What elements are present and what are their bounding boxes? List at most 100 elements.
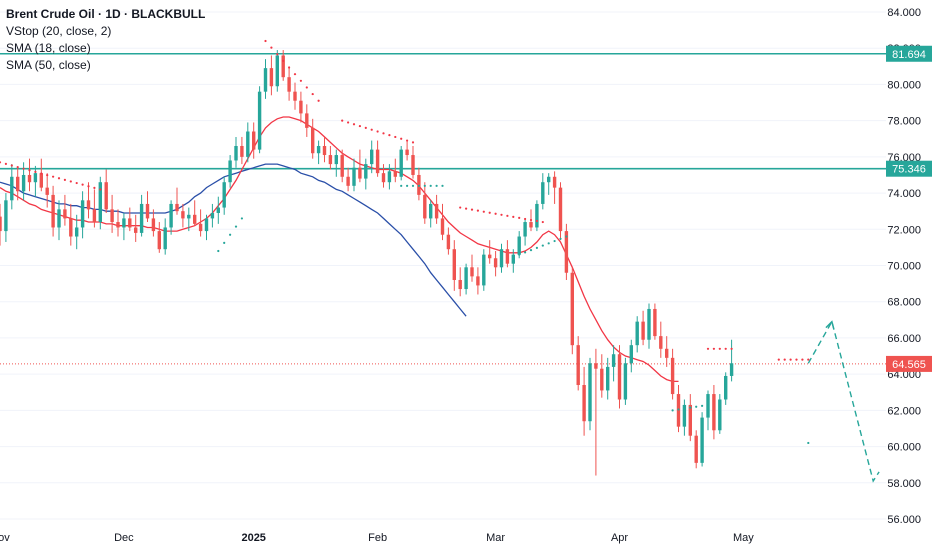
candle-body — [600, 368, 604, 391]
vstop-dot — [553, 239, 556, 243]
x-tick-label: May — [733, 532, 754, 544]
vstop-dot — [677, 408, 680, 411]
candle-body — [547, 176, 551, 183]
candle-body — [299, 100, 303, 114]
candle-body — [134, 227, 138, 233]
vstop-dot — [730, 347, 733, 350]
symbol-title[interactable]: Brent Crude Oil · 1D · BLACKBULL — [6, 7, 206, 21]
candle-body — [665, 348, 669, 358]
candle-body — [729, 363, 734, 376]
vstop-dot — [801, 358, 804, 361]
candle-body — [21, 174, 26, 192]
candle-body — [688, 404, 692, 436]
indicator-sma50[interactable]: SMA (50, close) — [6, 58, 91, 72]
candle-body — [252, 131, 256, 150]
y-tick-label: 78.000 — [887, 116, 921, 128]
candle-body — [393, 171, 397, 177]
x-tick-label: Feb — [368, 532, 387, 544]
vstop-dot — [46, 173, 49, 177]
level-label-bg — [886, 45, 932, 62]
candle-body — [423, 194, 427, 219]
vstop-dot — [518, 253, 521, 256]
candle-body — [358, 167, 362, 179]
candle-body — [80, 200, 85, 228]
candle-body — [352, 167, 356, 186]
vstop-dot — [293, 73, 297, 76]
candle-body — [116, 222, 120, 228]
vstop-dot — [524, 217, 527, 221]
candle-body — [187, 214, 191, 219]
y-tick-label: 60.000 — [887, 442, 921, 454]
time-axis[interactable]: Nov Dec 2025 Feb Mar Apr May — [0, 532, 754, 544]
candle-body — [157, 231, 161, 250]
candle-body — [328, 155, 333, 165]
vstop-dot — [411, 184, 415, 187]
price-gridlines — [0, 11, 886, 520]
candle-body — [33, 173, 38, 183]
candle-body — [375, 149, 380, 174]
candle-body — [139, 203, 144, 233]
y-tick-label: 74.000 — [887, 188, 921, 200]
vstop-dot — [347, 121, 350, 124]
vstop-dot — [305, 86, 308, 89]
y-tick-label: 62.000 — [887, 405, 921, 417]
vstop-dots — [0, 39, 810, 445]
candle-body — [257, 91, 262, 150]
vstop-dot — [370, 128, 373, 131]
vstop-dot — [441, 184, 444, 187]
candle-body — [104, 182, 108, 210]
vstop-dot — [712, 347, 716, 350]
candle-body — [635, 321, 639, 346]
vstop-dot — [388, 134, 391, 137]
vstop-dot — [724, 347, 727, 350]
forecast-arrow-up — [825, 320, 835, 330]
vstop-dot — [63, 178, 66, 181]
level-label: 81.694 — [892, 49, 926, 61]
x-tick-label: Mar — [486, 532, 505, 544]
vstop-dot — [406, 139, 409, 142]
horizontal-levels[interactable] — [0, 52, 886, 365]
candle-body — [305, 113, 309, 128]
vstop-dot — [529, 218, 533, 222]
indicator-sma18[interactable]: SMA (18, close) — [6, 41, 91, 55]
candle-body — [128, 218, 132, 228]
candle-body — [51, 194, 55, 228]
candle-body — [316, 145, 321, 154]
vstop-dot — [795, 358, 798, 361]
vstop-dot — [429, 184, 432, 187]
candle-body — [39, 173, 43, 188]
candle-body — [570, 272, 574, 346]
vstop-dot — [470, 208, 474, 211]
candle-body — [370, 149, 374, 165]
candle-body — [470, 267, 474, 277]
vstop-dot — [465, 207, 468, 210]
price-axis[interactable]: 56.000 58.000 60.000 62.000 64.000 66.000 68.0… — [887, 7, 921, 526]
vstop-dot — [234, 225, 238, 228]
vstop-dot — [364, 126, 367, 129]
candle-body — [617, 354, 622, 400]
indicator-vstop[interactable]: VStop (20, close, 2) — [6, 24, 112, 38]
candle-body — [381, 173, 386, 183]
candle-body — [169, 203, 173, 228]
y-tick-label: 72.000 — [887, 224, 921, 236]
candle-body — [340, 155, 344, 177]
candle-body — [16, 176, 20, 192]
y-tick-label: 56.000 — [887, 514, 921, 526]
vstop-dot — [311, 92, 314, 96]
candle-body — [724, 375, 728, 400]
candle-body — [216, 207, 220, 213]
vstop-dot — [488, 211, 491, 214]
candle-body — [488, 254, 492, 259]
candle-body — [0, 216, 2, 232]
candle-body — [541, 182, 545, 204]
candle-body — [629, 345, 633, 364]
candle-body — [653, 308, 657, 337]
candle-body — [440, 218, 445, 235]
candle-body — [175, 203, 179, 212]
vstop-dot — [565, 235, 568, 238]
vstop-dot — [506, 214, 509, 217]
vstop-dot — [494, 212, 497, 215]
vstop-dot — [341, 119, 344, 122]
candle-body — [535, 203, 539, 228]
